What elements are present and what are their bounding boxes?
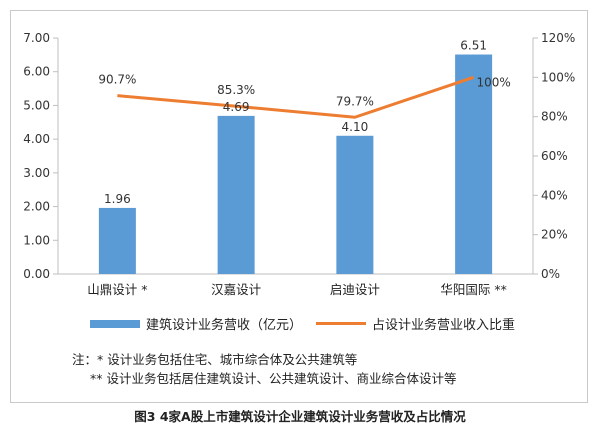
left-tick-label: 5.00 — [23, 98, 50, 112]
note-line-2: ** 设计业务包括居住建筑设计、公共建筑设计、商业综合体设计等 — [90, 371, 457, 386]
left-tick-label: 1.00 — [23, 233, 50, 247]
right-tick-label: 0% — [541, 267, 560, 281]
bar — [98, 207, 136, 274]
left-tick-label: 0.00 — [23, 267, 50, 281]
right-tick-label: 40% — [541, 188, 568, 202]
bar-value-label: 6.51 — [460, 39, 487, 53]
category-label: 启迪设计 — [330, 282, 380, 297]
bar — [455, 54, 493, 274]
category-label: 汉嘉设计 — [211, 282, 261, 297]
line-value-label: 85.3% — [217, 83, 255, 97]
bar-value-label: 4.10 — [342, 120, 369, 134]
right-tick-label: 100% — [541, 70, 575, 84]
line-value-label: 100% — [476, 75, 510, 89]
note-line-1: 注：* 设计业务包括住宅、城市综合体及公共建筑等 — [72, 352, 358, 367]
right-tick-label: 20% — [541, 228, 568, 242]
legend-item-bar: 建筑设计业务营收（亿元） — [90, 314, 302, 333]
left-tick-label: 2.00 — [23, 200, 50, 214]
line-value-label: 90.7% — [98, 73, 136, 87]
legend-line-swatch — [316, 322, 366, 325]
legend-line-label: 占设计业务营业收入比重 — [372, 318, 516, 333]
category-label: 山鼎设计 * — [87, 282, 147, 297]
combo-chart: 0.00 1.00 2.00 3.00 4.00 5.00 6.00 7.00 0% 20% 40… — [23, 31, 575, 297]
left-tick-label: 7.00 — [23, 31, 50, 45]
figure-caption: 图3 4家A股上市建筑设计企业建筑设计业务营收及占比情况 — [134, 409, 466, 424]
left-tick-label: 3.00 — [23, 166, 50, 180]
bar-value-label: 4.69 — [223, 100, 250, 114]
chart-legend: 建筑设计业务营收（亿元） 占设计业务营业收入比重 — [0, 312, 600, 334]
left-tick-label: 6.00 — [23, 65, 50, 79]
legend-bar-label: 建筑设计业务营收（亿元） — [146, 318, 303, 333]
chart-frame — [10, 10, 588, 403]
right-tick-label: 80% — [541, 110, 568, 124]
line-value-label: 79.7% — [336, 94, 374, 108]
right-tick-label: 120% — [541, 31, 575, 45]
legend-item-line: 占设计业务营业收入比重 — [316, 314, 515, 333]
chart-notes: 注：* 设计业务包括住宅、城市综合体及公共建筑等 ** 设计业务包括居住建筑设计… — [72, 350, 456, 388]
left-tick-label: 4.00 — [23, 132, 50, 146]
legend-bar-swatch — [90, 319, 140, 328]
bar — [217, 115, 255, 274]
category-label: 华阳国际 ** — [440, 282, 506, 297]
bar-value-label: 1.96 — [104, 192, 131, 206]
ratio-line — [117, 75, 475, 119]
bar — [336, 135, 374, 274]
right-tick-label: 60% — [541, 149, 568, 163]
